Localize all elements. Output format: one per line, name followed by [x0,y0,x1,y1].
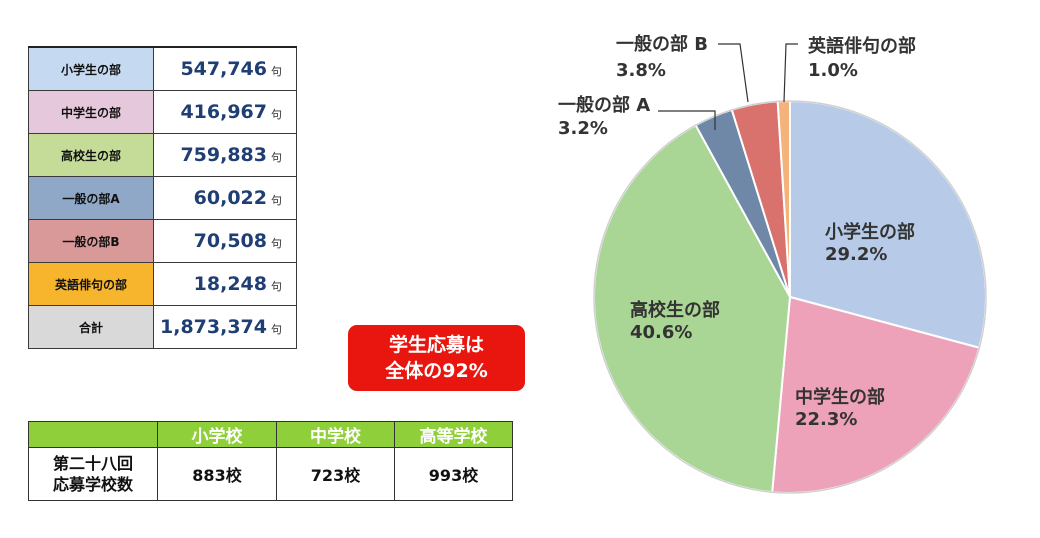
entries-table: 小学生の部 547,746 句中学生の部 416,967 句高校生の部 759,883 句一… [28,46,297,349]
pie-percent-2: 40.6% [630,322,692,343]
entries-category-label: 高校生の部 [28,133,154,177]
schools-header-elementary: 小学校 [157,421,277,448]
pie-percent-3: 3.2% [558,118,608,139]
entries-count: 1,873,374 [160,316,267,338]
entries-row: 英語俳句の部 18,248 句 [28,262,297,306]
entries-category-label: 英語俳句の部 [28,262,154,306]
callout-line-2: 全体の92% [385,360,488,382]
entries-unit: 句 [271,323,282,336]
pie-label-2: 高校生の部 [630,299,720,321]
schools-row-label: 第二十八回 応募学校数 [28,447,158,501]
pie-label-4: 一般の部 B [616,33,708,55]
schools-header-blank [28,421,158,448]
pie-outline [593,100,987,494]
pie-percent-4: 3.8% [616,60,666,81]
entries-category-label: 一般の部B [28,219,154,263]
pie-leader-line-5 [783,43,798,103]
schools-count-high-school: 993校 [394,447,513,501]
schools-table: 小学校 中学校 高等学校 第二十八回 応募学校数 883校 723校 993校 [28,421,513,501]
schools-count-junior-high: 723校 [276,447,395,501]
entries-value-cell: 60,022 句 [153,176,297,220]
entries-unit: 句 [271,65,282,78]
entries-row: 中学生の部 416,967 句 [28,90,297,134]
entries-category-label: 一般の部A [28,176,154,220]
entries-count: 18,248 [193,273,267,295]
schools-header-high-school: 高等学校 [394,421,513,448]
entries-count: 60,022 [193,187,267,209]
schools-header-row: 小学校 中学校 高等学校 [28,421,513,448]
pie-label-3: 一般の部 A [558,94,650,116]
pie-percent-5: 1.0% [808,60,858,81]
entries-value-cell: 416,967 句 [153,90,297,134]
entries-unit: 句 [271,237,282,250]
entries-row: 一般の部B 70,508 句 [28,219,297,263]
entries-unit: 句 [271,194,282,207]
entries-category-label: 中学生の部 [28,90,154,134]
schools-count-elementary: 883校 [157,447,277,501]
pie-label-0: 小学生の部 [825,221,915,243]
entries-unit: 句 [271,108,282,121]
entries-value-cell: 18,248 句 [153,262,297,306]
entries-category-label: 小学生の部 [28,46,154,91]
entries-unit: 句 [271,151,282,164]
entries-count: 70,508 [193,230,267,252]
entries-row: 一般の部A 60,022 句 [28,176,297,220]
pie-label-5: 英語俳句の部 [807,35,916,57]
pie-percent-1: 22.3% [795,409,857,430]
entries-row: 合計 1,873,374 句 [28,305,297,349]
pie-leader-line-4 [718,43,749,103]
schools-count-row: 第二十八回 応募学校数 883校 723校 993校 [28,447,513,501]
entries-row: 小学生の部 547,746 句 [28,46,297,91]
entries-count: 759,883 [180,144,267,166]
entries-value-cell: 547,746 句 [153,46,297,91]
schools-header-junior-high: 中学校 [276,421,395,448]
pie-percent-0: 29.2% [825,244,887,265]
pie-leader-line-3 [658,110,716,130]
entries-category-label: 合計 [28,305,154,349]
entries-row: 高校生の部 759,883 句 [28,133,297,177]
entries-count: 416,967 [180,101,267,123]
entries-count: 547,746 [180,58,267,80]
entries-value-cell: 1,873,374 句 [153,305,297,349]
student-share-callout: 学生応募は 全体の92% [348,325,525,391]
callout-line-1: 学生応募は [388,334,484,356]
pie-label-1: 中学生の部 [795,386,885,408]
schools-row-label-line-2: 応募学校数 [52,475,133,494]
entries-unit: 句 [271,280,282,293]
entries-value-cell: 759,883 句 [153,133,297,177]
schools-row-label-line-1: 第二十八回 [52,454,133,473]
entries-value-cell: 70,508 句 [153,219,297,263]
